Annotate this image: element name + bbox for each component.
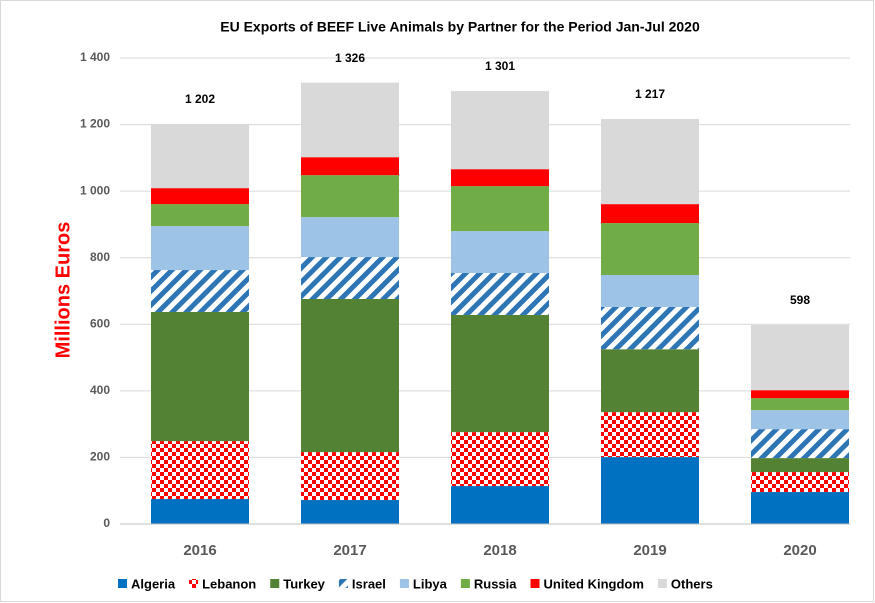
total-label: 1 301 bbox=[485, 59, 515, 73]
legend-label: Russia bbox=[474, 576, 517, 591]
y-tick-label: 200 bbox=[90, 450, 110, 464]
legend-swatch bbox=[460, 579, 470, 588]
legend-swatch bbox=[118, 579, 127, 588]
bar-segment bbox=[751, 390, 849, 399]
y-tick-label: 0 bbox=[103, 516, 110, 530]
bar-segment bbox=[601, 457, 699, 524]
bar-segment bbox=[751, 398, 849, 411]
bar-segment bbox=[601, 275, 699, 307]
bar-segment bbox=[451, 231, 549, 274]
bar-segment bbox=[151, 204, 249, 227]
bar-segment bbox=[301, 217, 399, 258]
bar-segment bbox=[601, 306, 699, 350]
total-label: 1 202 bbox=[185, 92, 215, 106]
legend-swatch bbox=[270, 579, 280, 588]
total-label: 1 326 bbox=[335, 51, 365, 65]
y-tick-label: 1 200 bbox=[80, 117, 110, 131]
bar-segment bbox=[751, 458, 849, 473]
total-label: 598 bbox=[790, 293, 810, 307]
bar-segment bbox=[151, 123, 249, 189]
bar-segment bbox=[151, 441, 249, 500]
bar-segment bbox=[151, 188, 249, 205]
x-tick-label: 2017 bbox=[333, 542, 366, 559]
bar-segment bbox=[451, 186, 549, 232]
bar-segment bbox=[451, 432, 549, 487]
legend-label: Libya bbox=[413, 576, 448, 591]
y-tick-label: 400 bbox=[90, 383, 110, 397]
x-tick-label: 2020 bbox=[783, 542, 816, 559]
bar-segment bbox=[301, 175, 399, 218]
bar-segment bbox=[601, 223, 699, 276]
legend-label: Lebanon bbox=[202, 576, 256, 591]
bar-segment bbox=[301, 82, 399, 158]
bar-segment bbox=[301, 257, 399, 299]
bar-segment bbox=[751, 492, 849, 524]
legend-label: Others bbox=[671, 576, 713, 591]
bar-segment bbox=[301, 500, 399, 524]
bar-segment bbox=[451, 90, 549, 170]
bar-segment bbox=[451, 314, 549, 433]
legend-swatch bbox=[189, 579, 199, 588]
bar-segment bbox=[451, 273, 549, 315]
bar-segment bbox=[151, 311, 249, 442]
bar-segment bbox=[301, 298, 399, 453]
bar-segment bbox=[601, 118, 699, 205]
y-tick-label: 600 bbox=[90, 316, 110, 330]
bar-segment bbox=[451, 169, 549, 187]
y-tick-label: 1 000 bbox=[80, 183, 110, 197]
legend-label: Israel bbox=[352, 576, 386, 591]
bar-segment bbox=[601, 349, 699, 413]
x-tick-label: 2019 bbox=[633, 542, 666, 559]
bar-segment bbox=[751, 429, 849, 459]
bar-segment bbox=[751, 410, 849, 430]
legend-swatch bbox=[338, 579, 348, 588]
legend-label: Turkey bbox=[283, 576, 325, 591]
bar-segment bbox=[601, 412, 699, 458]
total-label: 1 217 bbox=[635, 87, 665, 101]
bar-segment bbox=[601, 204, 699, 224]
legend-label: United Kingdom bbox=[544, 576, 644, 591]
legend-swatch bbox=[657, 579, 667, 588]
legend-swatch bbox=[530, 579, 540, 588]
y-tick-label: 1 400 bbox=[80, 50, 110, 64]
x-tick-label: 2016 bbox=[183, 542, 216, 559]
bar-segment bbox=[751, 324, 849, 391]
bar-segment bbox=[301, 157, 399, 176]
bar-segment bbox=[151, 270, 249, 312]
bar-segment bbox=[151, 499, 249, 524]
bar-segment bbox=[751, 472, 849, 493]
y-tick-label: 800 bbox=[90, 250, 110, 264]
bar-segment bbox=[151, 226, 249, 271]
chart-title: EU Exports of BEEF Live Animals by Partn… bbox=[220, 19, 700, 35]
bar-segment bbox=[301, 452, 399, 501]
x-tick-label: 2018 bbox=[483, 542, 516, 559]
legend-swatch bbox=[399, 579, 409, 588]
legend-label: Algeria bbox=[131, 576, 176, 591]
y-axis-label: Millions Euros bbox=[52, 222, 74, 359]
bar-segment bbox=[451, 486, 549, 524]
